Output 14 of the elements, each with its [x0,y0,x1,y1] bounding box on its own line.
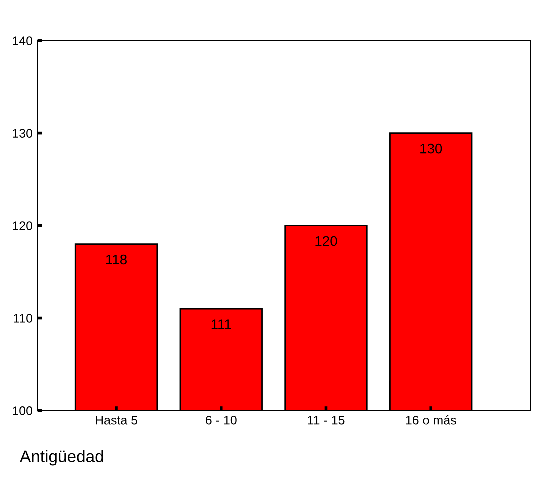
x-tick-label: Hasta 5 [96,416,138,425]
y-tick-label: 140 [13,36,33,46]
data-label: 111 [212,320,232,330]
data-label: 120 [316,236,338,246]
x-tick-label: 11 - 15 [308,416,345,425]
x-tick-label: 16 o más [406,415,456,425]
y-tick-label: 120 [13,222,33,230]
x-axis-title: Antigüedad [20,450,104,466]
y-tick-label: 100 [13,406,33,416]
data-label: 130 [420,144,442,154]
x-tick-label: 6 - 10 [206,416,237,425]
y-tick-label: 110 [14,314,33,323]
data-label: 118 [106,254,127,265]
y-tick-label: 130 [13,129,33,138]
